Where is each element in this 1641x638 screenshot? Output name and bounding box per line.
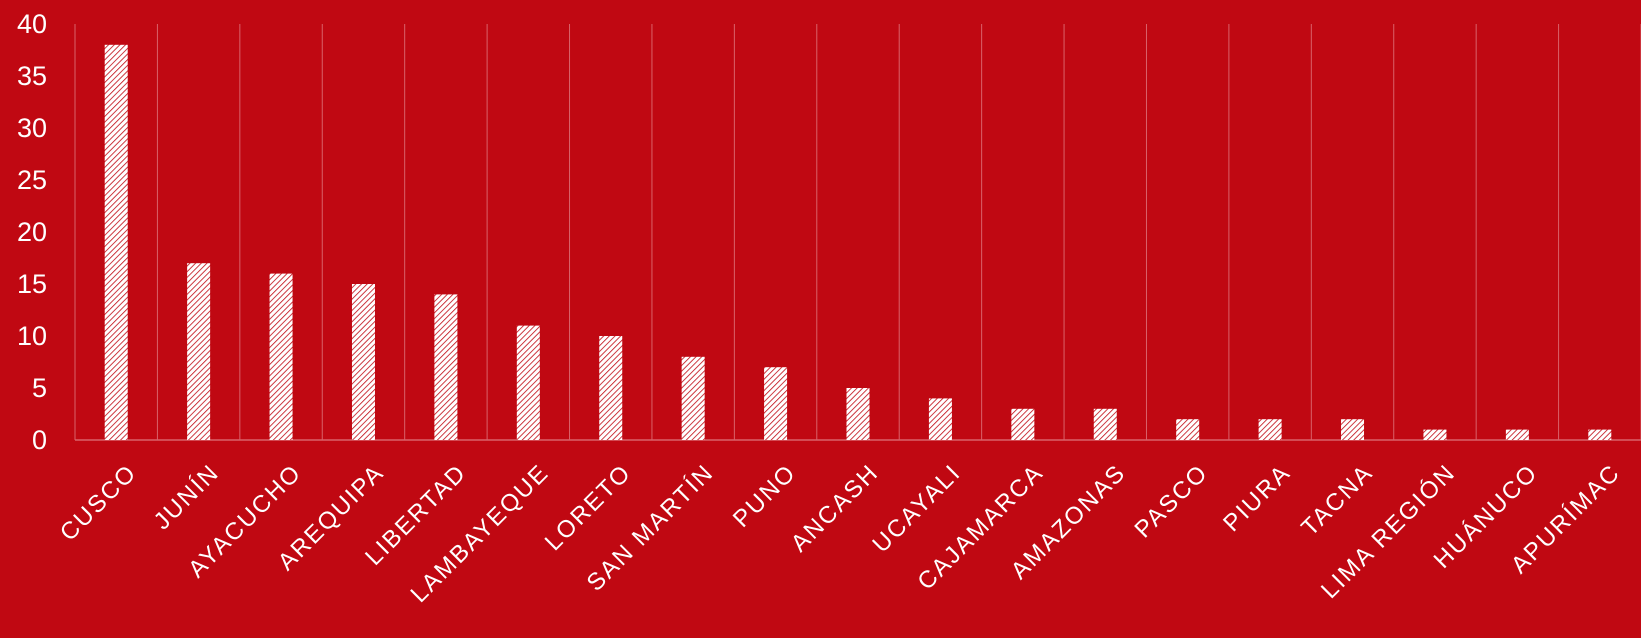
x-tick-label: TACNA — [1296, 459, 1378, 541]
y-tick-label: 40 — [17, 9, 47, 39]
bar-loreto — [599, 336, 623, 440]
x-tick-label: PIURA — [1218, 459, 1296, 537]
x-tick-label: PASCO — [1129, 459, 1213, 543]
bar-huánuco — [1505, 429, 1529, 440]
bar-arequipa — [351, 284, 375, 440]
x-axis-tick-labels: CUSCO JUNÍNAYACUCHOAREQUIPALIBERTADLAMBAY… — [55, 459, 1626, 608]
gridlines — [74, 24, 1641, 440]
x-tick-label: LAMBAYEQUE — [406, 459, 555, 608]
bar-libertad — [434, 294, 458, 440]
bar-tacna — [1341, 419, 1365, 440]
x-tick-label: CUSCO — [55, 459, 142, 546]
bar-ucayali — [928, 398, 952, 440]
bar-ancash — [846, 388, 870, 440]
y-tick-label: 15 — [17, 269, 47, 299]
bar-san-martín — [681, 356, 705, 440]
x-tick-label: PUNO — [728, 459, 802, 533]
bar-junín — [187, 263, 211, 440]
y-tick-label: 35 — [17, 61, 47, 91]
bar-puno — [764, 367, 788, 440]
y-tick-label: 10 — [17, 321, 47, 351]
bar-pasco — [1176, 419, 1200, 440]
bars — [104, 44, 1612, 441]
y-tick-label: 25 — [17, 165, 47, 195]
y-tick-label: 30 — [17, 113, 47, 143]
x-tick-label: JUNÍN — [149, 459, 225, 535]
y-tick-label: 5 — [32, 373, 47, 403]
bar-ayacucho — [269, 273, 293, 440]
y-tick-label: 0 — [32, 425, 47, 455]
y-axis-tick-labels: 0 5 10 15 20 25 30 35 40 — [17, 9, 47, 455]
y-tick-label: 20 — [17, 217, 47, 247]
bar-amazonas — [1093, 408, 1117, 440]
bar-piura — [1258, 419, 1282, 440]
bar-lambayeque — [516, 325, 540, 440]
x-tick-label: ANCASH — [786, 459, 884, 557]
bar-cajamarca — [1011, 408, 1035, 440]
bar-apurímac — [1588, 429, 1612, 440]
bar-lima-región — [1423, 429, 1447, 440]
bar-cusco — [104, 44, 128, 441]
